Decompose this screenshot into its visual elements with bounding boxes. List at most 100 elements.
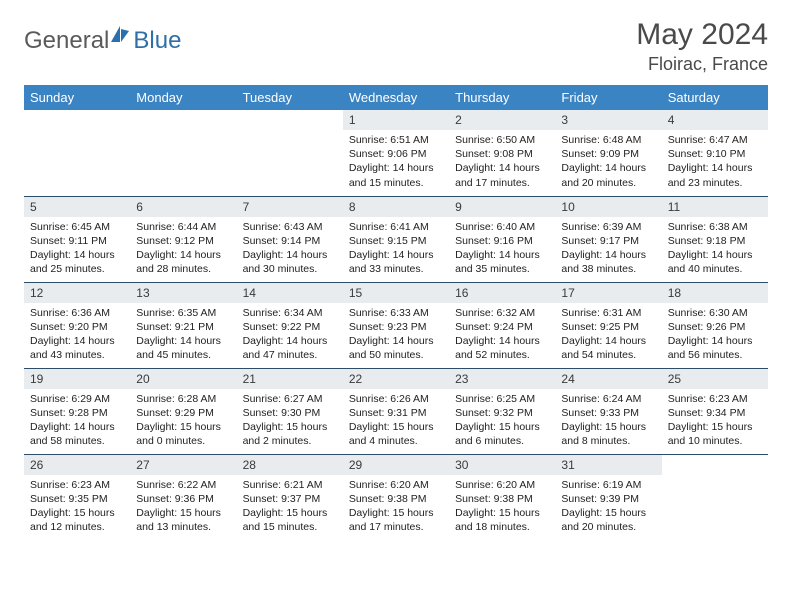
day-details: Sunrise: 6:21 AMSunset: 9:37 PMDaylight:… (237, 475, 343, 539)
month-title: May 2024 (636, 18, 768, 52)
calendar-cell-empty (130, 110, 236, 196)
day-details: Sunrise: 6:22 AMSunset: 9:36 PMDaylight:… (130, 475, 236, 539)
dow-header: Friday (555, 85, 661, 110)
calendar-head: SundayMondayTuesdayWednesdayThursdayFrid… (24, 85, 768, 110)
calendar-cell: 18Sunrise: 6:30 AMSunset: 9:26 PMDayligh… (662, 282, 768, 368)
dow-header: Wednesday (343, 85, 449, 110)
calendar-cell: 1Sunrise: 6:51 AMSunset: 9:06 PMDaylight… (343, 110, 449, 196)
day-number: 27 (130, 455, 236, 475)
day-details: Sunrise: 6:27 AMSunset: 9:30 PMDaylight:… (237, 389, 343, 453)
calendar-cell: 15Sunrise: 6:33 AMSunset: 9:23 PMDayligh… (343, 282, 449, 368)
calendar-cell: 10Sunrise: 6:39 AMSunset: 9:17 PMDayligh… (555, 196, 661, 282)
dow-header: Sunday (24, 85, 130, 110)
calendar-cell-empty (662, 454, 768, 540)
brand-part1: General (24, 27, 109, 55)
calendar-cell-empty (237, 110, 343, 196)
calendar-cell: 13Sunrise: 6:35 AMSunset: 9:21 PMDayligh… (130, 282, 236, 368)
day-details: Sunrise: 6:31 AMSunset: 9:25 PMDaylight:… (555, 303, 661, 367)
day-number: 14 (237, 283, 343, 303)
calendar-cell: 27Sunrise: 6:22 AMSunset: 9:36 PMDayligh… (130, 454, 236, 540)
day-number: 24 (555, 369, 661, 389)
day-details: Sunrise: 6:43 AMSunset: 9:14 PMDaylight:… (237, 217, 343, 281)
calendar-cell: 6Sunrise: 6:44 AMSunset: 9:12 PMDaylight… (130, 196, 236, 282)
day-number: 25 (662, 369, 768, 389)
day-number: 1 (343, 110, 449, 130)
header: General Blue May 2024 Floirac, France (24, 18, 768, 75)
day-number: 30 (449, 455, 555, 475)
brand-part2: Blue (133, 27, 181, 55)
dow-header: Tuesday (237, 85, 343, 110)
calendar-cell: 24Sunrise: 6:24 AMSunset: 9:33 PMDayligh… (555, 368, 661, 454)
calendar-cell: 11Sunrise: 6:38 AMSunset: 9:18 PMDayligh… (662, 196, 768, 282)
calendar-row: 1Sunrise: 6:51 AMSunset: 9:06 PMDaylight… (24, 110, 768, 196)
calendar-body: 1Sunrise: 6:51 AMSunset: 9:06 PMDaylight… (24, 110, 768, 540)
day-details: Sunrise: 6:26 AMSunset: 9:31 PMDaylight:… (343, 389, 449, 453)
day-details: Sunrise: 6:20 AMSunset: 9:38 PMDaylight:… (449, 475, 555, 539)
calendar-row: 12Sunrise: 6:36 AMSunset: 9:20 PMDayligh… (24, 282, 768, 368)
calendar-cell: 14Sunrise: 6:34 AMSunset: 9:22 PMDayligh… (237, 282, 343, 368)
day-details: Sunrise: 6:20 AMSunset: 9:38 PMDaylight:… (343, 475, 449, 539)
dow-header: Saturday (662, 85, 768, 110)
day-number: 13 (130, 283, 236, 303)
calendar-cell: 29Sunrise: 6:20 AMSunset: 9:38 PMDayligh… (343, 454, 449, 540)
calendar-cell: 9Sunrise: 6:40 AMSunset: 9:16 PMDaylight… (449, 196, 555, 282)
day-number: 6 (130, 197, 236, 217)
sail-icon (109, 24, 131, 49)
day-number: 11 (662, 197, 768, 217)
day-details: Sunrise: 6:47 AMSunset: 9:10 PMDaylight:… (662, 130, 768, 194)
day-details: Sunrise: 6:35 AMSunset: 9:21 PMDaylight:… (130, 303, 236, 367)
day-details: Sunrise: 6:36 AMSunset: 9:20 PMDaylight:… (24, 303, 130, 367)
day-number: 9 (449, 197, 555, 217)
day-number: 7 (237, 197, 343, 217)
day-number: 18 (662, 283, 768, 303)
day-number: 2 (449, 110, 555, 130)
day-details: Sunrise: 6:40 AMSunset: 9:16 PMDaylight:… (449, 217, 555, 281)
day-details: Sunrise: 6:32 AMSunset: 9:24 PMDaylight:… (449, 303, 555, 367)
calendar-cell: 19Sunrise: 6:29 AMSunset: 9:28 PMDayligh… (24, 368, 130, 454)
calendar-cell: 3Sunrise: 6:48 AMSunset: 9:09 PMDaylight… (555, 110, 661, 196)
day-number: 5 (24, 197, 130, 217)
dow-header: Thursday (449, 85, 555, 110)
day-details: Sunrise: 6:23 AMSunset: 9:34 PMDaylight:… (662, 389, 768, 453)
day-number: 19 (24, 369, 130, 389)
page: General Blue May 2024 Floirac, France Su… (0, 0, 792, 540)
day-number: 12 (24, 283, 130, 303)
day-details: Sunrise: 6:33 AMSunset: 9:23 PMDaylight:… (343, 303, 449, 367)
title-block: May 2024 Floirac, France (636, 18, 768, 75)
calendar-row: 19Sunrise: 6:29 AMSunset: 9:28 PMDayligh… (24, 368, 768, 454)
day-number: 17 (555, 283, 661, 303)
day-details: Sunrise: 6:41 AMSunset: 9:15 PMDaylight:… (343, 217, 449, 281)
calendar-cell: 8Sunrise: 6:41 AMSunset: 9:15 PMDaylight… (343, 196, 449, 282)
calendar-cell: 21Sunrise: 6:27 AMSunset: 9:30 PMDayligh… (237, 368, 343, 454)
day-number: 10 (555, 197, 661, 217)
calendar-cell: 4Sunrise: 6:47 AMSunset: 9:10 PMDaylight… (662, 110, 768, 196)
day-details: Sunrise: 6:29 AMSunset: 9:28 PMDaylight:… (24, 389, 130, 453)
calendar-cell: 2Sunrise: 6:50 AMSunset: 9:08 PMDaylight… (449, 110, 555, 196)
calendar-cell: 22Sunrise: 6:26 AMSunset: 9:31 PMDayligh… (343, 368, 449, 454)
day-details: Sunrise: 6:19 AMSunset: 9:39 PMDaylight:… (555, 475, 661, 539)
day-details: Sunrise: 6:30 AMSunset: 9:26 PMDaylight:… (662, 303, 768, 367)
day-number: 31 (555, 455, 661, 475)
location: Floirac, France (636, 54, 768, 75)
day-number: 26 (24, 455, 130, 475)
calendar-cell: 25Sunrise: 6:23 AMSunset: 9:34 PMDayligh… (662, 368, 768, 454)
day-details: Sunrise: 6:48 AMSunset: 9:09 PMDaylight:… (555, 130, 661, 194)
day-details: Sunrise: 6:38 AMSunset: 9:18 PMDaylight:… (662, 217, 768, 281)
day-number: 21 (237, 369, 343, 389)
calendar-row: 26Sunrise: 6:23 AMSunset: 9:35 PMDayligh… (24, 454, 768, 540)
day-number: 15 (343, 283, 449, 303)
day-details: Sunrise: 6:34 AMSunset: 9:22 PMDaylight:… (237, 303, 343, 367)
day-number: 4 (662, 110, 768, 130)
day-details: Sunrise: 6:45 AMSunset: 9:11 PMDaylight:… (24, 217, 130, 281)
day-number: 8 (343, 197, 449, 217)
calendar-cell: 16Sunrise: 6:32 AMSunset: 9:24 PMDayligh… (449, 282, 555, 368)
calendar-cell: 20Sunrise: 6:28 AMSunset: 9:29 PMDayligh… (130, 368, 236, 454)
day-number: 3 (555, 110, 661, 130)
day-details: Sunrise: 6:24 AMSunset: 9:33 PMDaylight:… (555, 389, 661, 453)
calendar-cell: 23Sunrise: 6:25 AMSunset: 9:32 PMDayligh… (449, 368, 555, 454)
calendar-cell-empty (24, 110, 130, 196)
day-details: Sunrise: 6:25 AMSunset: 9:32 PMDaylight:… (449, 389, 555, 453)
day-number: 16 (449, 283, 555, 303)
calendar-cell: 31Sunrise: 6:19 AMSunset: 9:39 PMDayligh… (555, 454, 661, 540)
calendar-cell: 5Sunrise: 6:45 AMSunset: 9:11 PMDaylight… (24, 196, 130, 282)
